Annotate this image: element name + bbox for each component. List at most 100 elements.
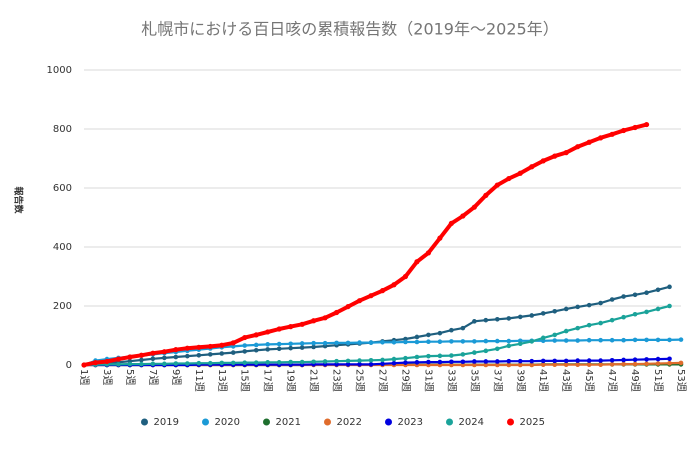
data-point	[540, 335, 546, 341]
data-point	[402, 273, 409, 280]
data-point	[207, 352, 213, 357]
data-point	[552, 362, 558, 368]
data-point	[667, 337, 672, 343]
data-point	[460, 362, 466, 368]
series-line	[83, 304, 670, 367]
data-point	[552, 153, 558, 159]
data-point	[150, 356, 156, 362]
data-point	[311, 344, 316, 350]
data-point	[345, 358, 351, 364]
data-point	[322, 340, 328, 346]
data-point	[495, 316, 500, 322]
x-tick-label: 41週	[537, 369, 549, 392]
data-point	[276, 326, 282, 332]
data-point	[460, 339, 466, 344]
data-point	[184, 345, 190, 351]
data-point	[173, 361, 179, 366]
data-point	[414, 334, 420, 340]
data-point	[288, 345, 293, 351]
data-point	[288, 359, 293, 365]
data-point	[598, 320, 603, 326]
data-point	[368, 357, 374, 363]
legend-marker	[385, 418, 392, 426]
data-point	[391, 282, 397, 288]
legend-marker	[263, 418, 270, 426]
data-point	[472, 350, 477, 355]
data-point	[620, 127, 627, 134]
data-point	[334, 358, 339, 364]
x-tick-label: 47週	[606, 369, 618, 392]
data-point	[655, 337, 661, 343]
data-point	[609, 362, 615, 367]
data-point	[311, 340, 316, 346]
data-point	[575, 358, 580, 363]
data-point	[621, 337, 626, 343]
data-point	[472, 319, 477, 324]
x-tick-label: 33週	[445, 369, 457, 392]
data-point	[644, 361, 649, 367]
x-tick-label: 15週	[239, 369, 251, 392]
data-point	[517, 341, 523, 347]
legend-marker	[446, 418, 453, 426]
data-point	[127, 361, 133, 367]
x-tick-label: 49週	[629, 369, 641, 392]
data-point	[598, 362, 603, 368]
data-point	[586, 362, 592, 368]
x-tick-label: 31週	[422, 369, 434, 392]
data-point	[644, 357, 649, 362]
data-point	[540, 311, 546, 316]
x-tick-label: 9週	[170, 369, 182, 385]
data-point	[356, 298, 363, 304]
data-point	[449, 359, 454, 365]
data-point	[449, 353, 454, 358]
data-point	[345, 362, 351, 367]
data-point	[253, 332, 259, 338]
data-point	[391, 360, 397, 366]
data-point	[632, 337, 638, 343]
data-point	[253, 347, 259, 353]
data-point	[598, 135, 604, 141]
data-point	[644, 337, 649, 343]
data-point	[460, 359, 466, 365]
data-point	[609, 317, 615, 323]
data-point	[540, 158, 546, 164]
data-point	[265, 360, 270, 365]
data-point	[472, 339, 477, 344]
x-tick-label: 11週	[193, 369, 205, 392]
data-point	[563, 338, 569, 343]
data-point	[230, 340, 236, 346]
x-tick-label: 51週	[652, 369, 664, 392]
data-point	[609, 131, 615, 137]
data-point	[529, 362, 535, 368]
data-point	[563, 150, 569, 156]
data-point	[586, 302, 592, 308]
legend-marker	[324, 418, 331, 426]
x-tick-label: 45週	[583, 369, 595, 392]
legend-label: 2023	[398, 417, 423, 428]
data-point	[449, 339, 454, 344]
data-point	[449, 362, 454, 368]
y-tick-label: 200	[53, 301, 72, 312]
data-point	[425, 250, 432, 256]
data-point	[426, 339, 431, 344]
data-point	[529, 358, 535, 364]
data-point	[403, 355, 408, 361]
data-point	[414, 354, 420, 360]
data-point	[575, 362, 580, 368]
y-tick-label: 600	[53, 183, 72, 194]
y-tick-label: 400	[53, 242, 72, 253]
data-point	[311, 359, 316, 365]
data-point	[437, 330, 443, 336]
legend-marker	[507, 418, 514, 426]
data-point	[552, 309, 558, 314]
data-point	[483, 338, 489, 344]
y-tick-label: 1000	[47, 65, 72, 76]
data-point	[529, 164, 535, 170]
data-point	[472, 359, 477, 364]
x-tick-label: 3週	[101, 369, 113, 385]
data-point	[207, 343, 213, 350]
data-point	[563, 358, 569, 364]
data-point	[529, 339, 535, 344]
data-point	[632, 124, 638, 131]
y-axis-label: 報告数	[13, 186, 25, 214]
